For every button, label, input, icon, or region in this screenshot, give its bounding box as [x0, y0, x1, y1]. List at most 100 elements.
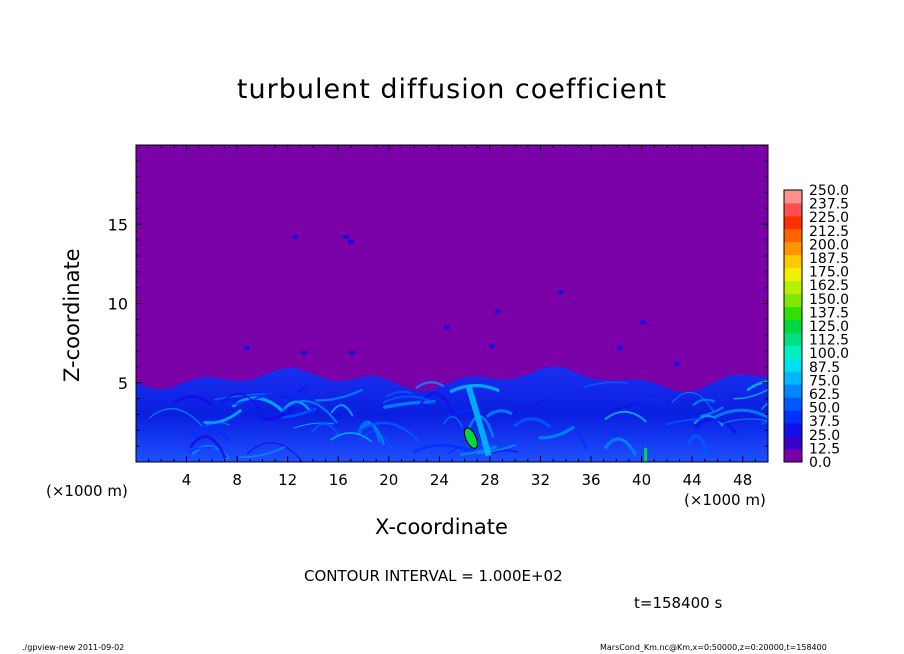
colorbar-swatch: [784, 423, 802, 437]
turbulence-patch: [617, 345, 624, 350]
contour-interval-text: CONTOUR INTERVAL = 1.000E+02: [304, 567, 563, 585]
colorbar-label: 62.5: [809, 387, 840, 403]
turbulence-swirl: [246, 442, 304, 462]
colorbar-label: 225.0: [809, 210, 849, 226]
colorbar-swatch: [784, 397, 802, 411]
turbulence-patch: [342, 234, 349, 239]
turbulence-swirl: [693, 414, 724, 427]
x-tick-label: 4: [182, 471, 192, 489]
turbulence-swirl: [190, 425, 230, 441]
turbulence-swirl: [665, 417, 704, 426]
colorbar-label: 125.0: [809, 319, 849, 335]
turbulence-swirl: [383, 399, 436, 409]
turbulence-swirl: [311, 422, 342, 439]
colorbar-label: 87.5: [809, 360, 840, 376]
turbulence-swirl: [189, 435, 227, 459]
turbulence-swirl: [696, 425, 727, 433]
turbulence-swirl: [384, 390, 413, 398]
turbulence-swirl: [761, 402, 768, 410]
colorbar-swatch: [784, 332, 802, 346]
x-tick-label: 24: [430, 471, 449, 489]
turbulence-patch: [674, 361, 680, 366]
turbulence-swirl: [746, 380, 768, 391]
turbulence-swirl: [260, 405, 296, 421]
x-tick-label: 40: [632, 471, 651, 489]
turbulence-patch: [443, 325, 450, 330]
time-stamp: t=158400 s: [634, 594, 723, 612]
x-tick-label: 44: [683, 471, 702, 489]
turbulence-swirl: [239, 446, 286, 459]
colorbar-label: 175.0: [809, 265, 849, 281]
turbulence-swirl: [513, 417, 551, 428]
colorbar-label: 100.0: [809, 346, 849, 362]
turbulence-swirl: [712, 408, 768, 420]
turbulence-swirl: [415, 381, 444, 389]
turbulence-patch: [301, 350, 308, 355]
turbulence-swirl: [506, 398, 546, 410]
turbulence-swirl: [357, 421, 419, 441]
turbulence-patch: [347, 239, 354, 244]
turbulence-patch: [557, 290, 564, 295]
colorbar-label: 37.5: [809, 414, 840, 430]
x-axis-label: X-coordinate: [375, 515, 508, 539]
turbulence-swirl: [360, 431, 392, 449]
colorbar-swatch: [784, 371, 802, 385]
turbulence-swirl: [357, 420, 381, 443]
colorbar-label: 137.5: [809, 305, 849, 321]
y-axis-label: Z-coordinate: [60, 248, 84, 382]
colorbar-frame: [783, 189, 803, 463]
turbulence-swirl: [468, 415, 495, 438]
turbulence-swirl: [692, 398, 715, 406]
y-tick-label: 15: [108, 215, 128, 234]
turbulence-patch: [244, 345, 251, 350]
x-tick-label: 8: [232, 471, 242, 489]
colorbar-label: 150.0: [809, 292, 849, 308]
secondary-max-spot: [644, 447, 648, 462]
turbulence-swirl: [700, 406, 724, 417]
turbulence-swirl: [293, 422, 335, 429]
turbulence-swirl: [760, 420, 768, 426]
footer-dataset: MarsCond_Km.nc@Km,x=0:50000,z=0:20000,t=…: [600, 643, 827, 652]
colorbar-swatch: [784, 267, 802, 282]
turbulence-swirl: [444, 409, 470, 418]
chart-title: turbulent diffusion coefficient: [236, 74, 668, 105]
turbulence-swirl: [172, 395, 214, 407]
colorbar-swatch: [784, 215, 802, 230]
colorbar-swatch: [784, 306, 802, 320]
max-contour-region: [463, 427, 478, 449]
turbulence-swirl: [412, 443, 475, 455]
colorbar-swatch: [784, 436, 802, 450]
colorbar-label: 187.5: [809, 251, 849, 267]
colorbar-swatch: [784, 254, 802, 269]
colorbar-swatch: [784, 358, 802, 372]
colorbar-label: 250.0: [809, 183, 849, 199]
turbulence-swirl: [419, 391, 455, 416]
turbulence-swirl: [280, 385, 307, 398]
colorbar-label: 212.5: [809, 224, 849, 240]
turbulence-swirl: [738, 426, 768, 435]
turbulence-swirl: [314, 389, 363, 402]
turbulence-swirl: [604, 437, 637, 456]
turbulence-swirl: [634, 398, 666, 409]
turbulence-swirl: [219, 393, 265, 417]
turbulence-swirl: [538, 426, 575, 440]
turbulence-swirl: [459, 445, 497, 456]
y-tick-label: 10: [108, 295, 128, 314]
turbulence-swirl: [443, 416, 463, 428]
colorbar-label: 50.0: [809, 401, 840, 417]
turbulence-swirl: [719, 418, 768, 425]
turbulence-swirl: [449, 383, 500, 393]
colorbar-swatch: [784, 190, 802, 204]
turbulence-swirl: [148, 408, 203, 427]
colorbar-swatch: [784, 228, 802, 243]
colorbar-label: 25.0: [809, 428, 840, 444]
x-tick-label: 16: [329, 471, 348, 489]
turbulence-swirl: [330, 404, 354, 417]
colorbar-swatch: [784, 449, 802, 463]
colorbar-swatch: [784, 280, 802, 295]
colorbar-swatch: [784, 293, 802, 307]
colorbar-swatch: [784, 345, 802, 359]
turbulence-patch: [494, 309, 501, 314]
colorbar-label: 75.0: [809, 373, 840, 389]
